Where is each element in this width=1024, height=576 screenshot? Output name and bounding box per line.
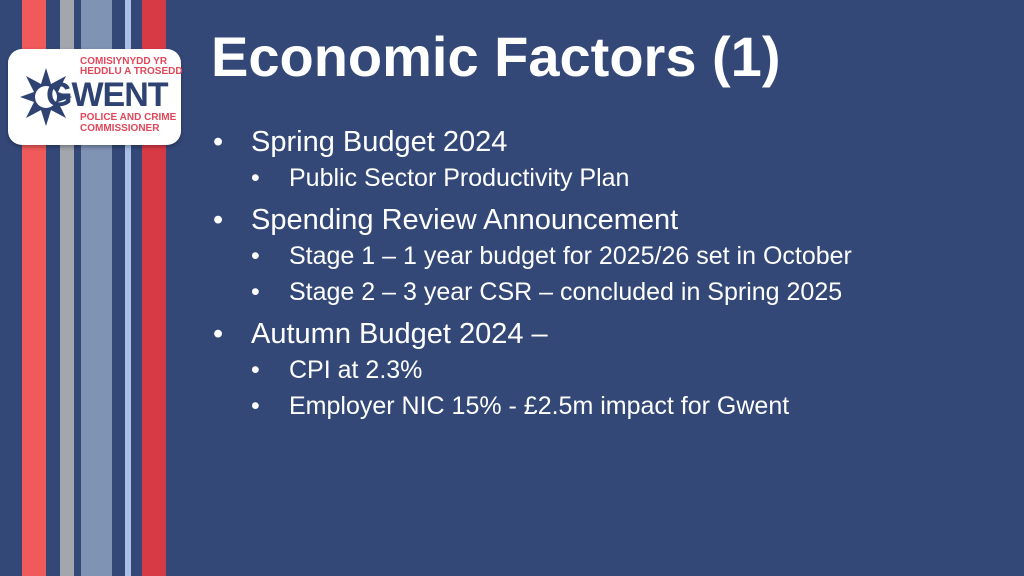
bullet: Spring Budget 2024 (211, 124, 852, 160)
sub-bullet: Public Sector Productivity Plan (211, 160, 852, 196)
bullet-list: Spring Budget 2024 Public Sector Product… (211, 118, 852, 424)
decorative-stripe (125, 0, 131, 576)
gwent-pcc-logo: COMISIYNYDD YR HEDDLU A TROSEDD GWENT PO… (8, 49, 183, 145)
sub-bullet: Stage 1 – 1 year budget for 2025/26 set … (211, 238, 852, 274)
sub-bullet: CPI at 2.3% (211, 352, 852, 388)
logo-text: COMISIYNYDD YR (80, 56, 168, 67)
bullet: Autumn Budget 2024 – (211, 316, 852, 352)
sub-bullet: Employer NIC 15% - £2.5m impact for Gwen… (211, 388, 852, 424)
logo-text: POLICE AND CRIME (80, 112, 177, 123)
sub-bullet: Stage 2 – 3 year CSR – concluded in Spri… (211, 274, 852, 310)
star-badge-icon (20, 68, 72, 126)
slide-title: Economic Factors (1) (211, 25, 781, 88)
logo-text: HEDDLU A TROSEDD (80, 66, 183, 77)
logo-name: GWENT (46, 76, 169, 114)
bullet: Spending Review Announcement (211, 202, 852, 238)
logo-text: COMMISSIONER (80, 123, 160, 134)
